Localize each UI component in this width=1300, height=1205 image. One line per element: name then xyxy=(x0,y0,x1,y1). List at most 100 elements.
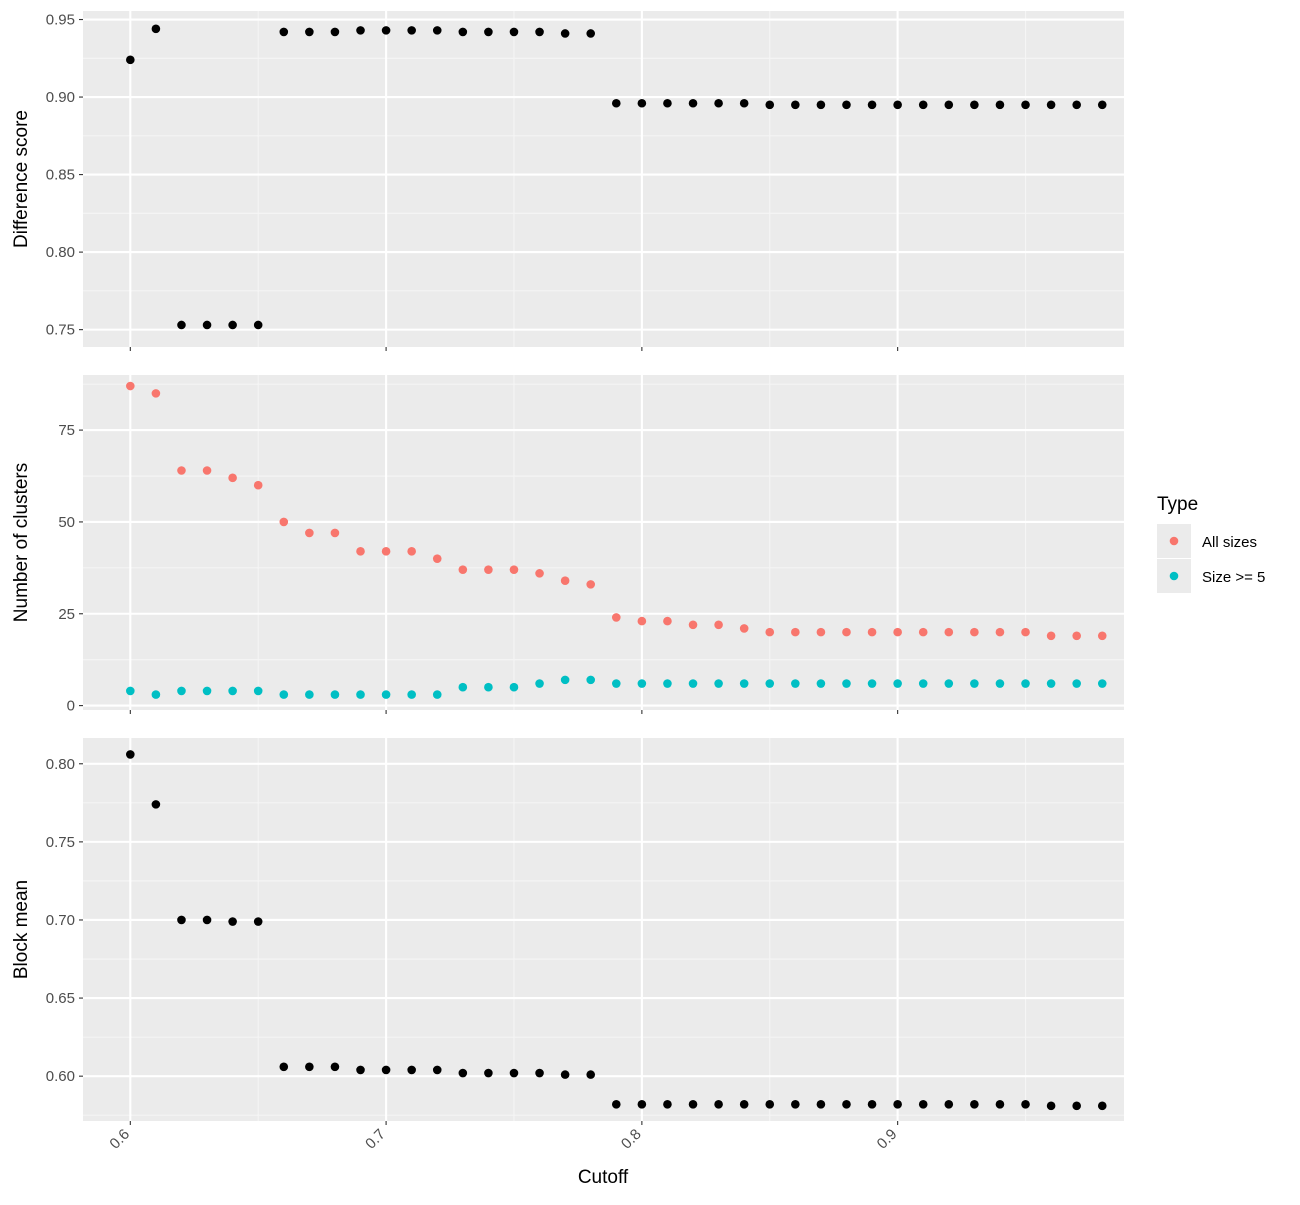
panel-background xyxy=(83,11,1124,347)
legend-label-all-sizes: All sizes xyxy=(1202,534,1257,551)
data-point xyxy=(1072,679,1081,688)
data-point xyxy=(126,381,135,391)
data-point xyxy=(356,547,365,556)
data-point xyxy=(586,675,596,685)
data-point xyxy=(484,565,493,574)
data-point xyxy=(535,27,544,37)
data-point xyxy=(151,24,161,34)
data-point xyxy=(356,690,365,699)
data-point xyxy=(509,27,519,37)
data-point xyxy=(688,620,698,630)
data-point xyxy=(867,679,877,688)
data-point xyxy=(1046,631,1056,641)
data-point xyxy=(432,1065,442,1075)
data-point xyxy=(637,98,647,108)
data-point xyxy=(842,627,851,637)
data-point xyxy=(253,480,263,490)
data-point xyxy=(918,100,928,110)
data-point xyxy=(1097,631,1107,641)
data-point xyxy=(432,26,442,35)
panel-background xyxy=(83,738,1124,1121)
y-tick-label: 75 xyxy=(58,422,75,439)
data-point xyxy=(330,528,340,538)
data-point xyxy=(867,627,877,637)
y-axis-title: Number of clusters xyxy=(11,463,32,622)
data-point xyxy=(407,1065,416,1075)
y-tick-label: 0.70 xyxy=(46,912,75,929)
y-tick-label: 0.80 xyxy=(46,756,75,773)
data-point xyxy=(432,554,442,563)
data-point xyxy=(177,320,186,330)
data-point xyxy=(739,1099,749,1109)
data-point xyxy=(228,686,237,696)
legend-title: Type xyxy=(1157,494,1198,515)
data-point xyxy=(970,627,979,637)
data-point xyxy=(816,100,826,110)
panel-3: 0.60 0.65 0.70 0.75 0.80 0.6 0.7 0.8 0.9 Block me… xyxy=(11,738,1124,1153)
data-point xyxy=(151,800,161,809)
data-point xyxy=(893,100,902,110)
data-point xyxy=(1046,1101,1056,1111)
data-point xyxy=(1021,1099,1030,1109)
data-point xyxy=(970,100,979,110)
y-tick-label: 0.85 xyxy=(46,167,75,184)
data-point xyxy=(995,100,1005,110)
data-point xyxy=(330,27,340,37)
data-point xyxy=(586,580,596,589)
data-point xyxy=(714,98,723,108)
data-point xyxy=(637,616,647,626)
data-point xyxy=(560,1070,570,1079)
data-point xyxy=(509,565,519,574)
data-point xyxy=(407,690,416,699)
data-point xyxy=(1097,100,1107,110)
data-point xyxy=(381,1065,391,1075)
data-point xyxy=(893,1099,902,1109)
data-point xyxy=(1046,100,1056,110)
data-point xyxy=(305,27,314,37)
data-point xyxy=(1072,100,1081,110)
data-point xyxy=(279,1062,289,1072)
data-point xyxy=(202,320,212,330)
data-point xyxy=(279,517,289,527)
data-point xyxy=(663,98,672,108)
series-1 xyxy=(126,381,1107,641)
data-point xyxy=(688,1099,698,1109)
data-point xyxy=(560,576,570,586)
data-point xyxy=(791,1099,800,1109)
series-1 xyxy=(126,24,1107,330)
data-point xyxy=(739,98,749,108)
data-point xyxy=(330,1062,340,1072)
y-tick-label: 0.75 xyxy=(46,322,75,339)
data-point xyxy=(739,624,749,633)
data-point xyxy=(432,690,442,699)
data-point xyxy=(995,1099,1005,1109)
data-point xyxy=(791,679,800,688)
data-point xyxy=(1097,679,1107,688)
y-tick-label: 0.60 xyxy=(46,1068,75,1085)
data-point xyxy=(560,675,570,685)
data-point xyxy=(765,1099,775,1109)
series-2 xyxy=(126,675,1107,699)
data-point xyxy=(509,682,519,692)
data-point xyxy=(995,679,1005,688)
data-point xyxy=(918,627,928,637)
data-point xyxy=(611,679,621,688)
chart-panels: 0.75 0.80 0.85 0.90 0.95 Difference score 0 25 5… xyxy=(11,11,1124,1153)
data-point xyxy=(816,679,826,688)
series-1 xyxy=(126,750,1107,1111)
data-point xyxy=(944,627,954,637)
legend-key-all-sizes xyxy=(1169,536,1179,546)
data-point xyxy=(663,679,672,688)
data-point xyxy=(816,627,826,637)
data-point xyxy=(611,98,621,108)
data-point xyxy=(816,1099,826,1109)
y-tick-label: 0.75 xyxy=(46,834,75,851)
data-point xyxy=(970,679,979,688)
data-point xyxy=(663,1099,672,1109)
data-point xyxy=(637,679,647,688)
y-axis-title: Block mean xyxy=(11,880,32,979)
data-point xyxy=(151,389,161,398)
data-point xyxy=(484,682,493,692)
data-point xyxy=(177,915,186,925)
